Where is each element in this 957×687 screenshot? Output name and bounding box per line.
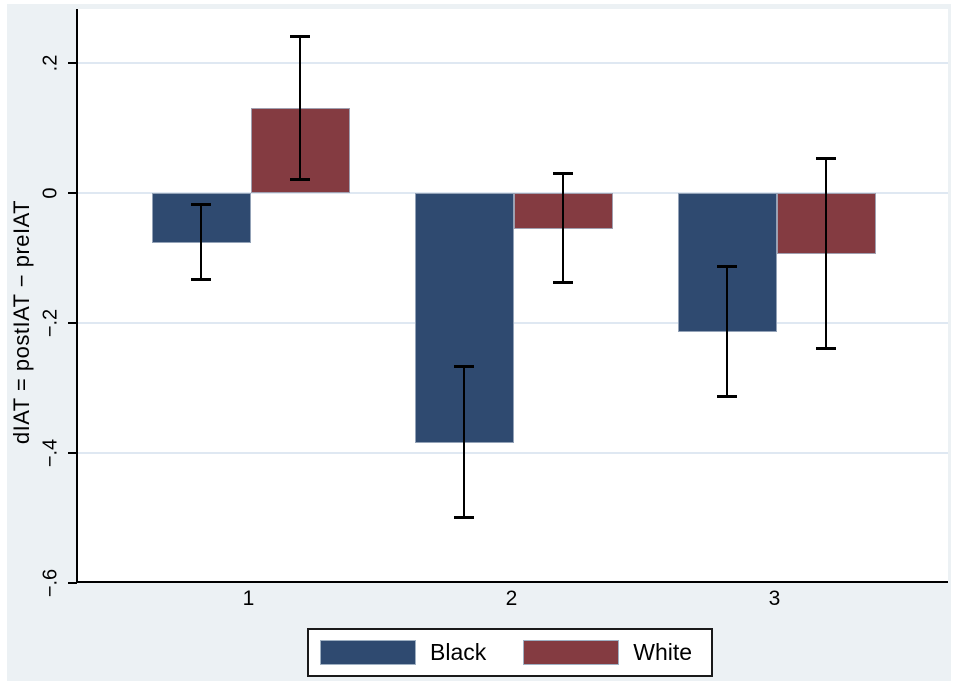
legend-item-white: White [523, 639, 692, 666]
y-axis-title-text: dIAT = postIAT − preIAT [9, 199, 34, 445]
x-tick-label: 3 [768, 587, 781, 610]
error-bar-black-group-2 [462, 366, 466, 519]
y-tick-label-text: .2 [39, 54, 62, 72]
y-tick-mark [68, 61, 77, 64]
y-tick-label-text: −.4 [39, 438, 62, 467]
legend: Black White [307, 628, 713, 677]
plot-area [76, 9, 948, 583]
error-bar-cap-bottom [454, 516, 474, 520]
legend-swatch-black [320, 640, 416, 665]
x-tick-label: 1 [242, 587, 255, 610]
error-bar-cap-bottom [290, 177, 310, 181]
legend-swatch-white [523, 640, 620, 665]
gridline [78, 451, 948, 454]
y-tick-mark [68, 321, 77, 324]
error-bar-cap-top [454, 365, 474, 369]
y-tick-label-text: −.2 [39, 308, 62, 337]
y-tick-mark [68, 581, 77, 584]
y-tick-mark [68, 191, 77, 194]
legend-item-black: Black [320, 639, 486, 666]
error-bar-cap-top [717, 264, 737, 268]
error-bar-black-group-1 [199, 203, 203, 280]
error-bar-cap-top [553, 172, 573, 176]
error-bar-white-group-1 [298, 36, 302, 180]
figure: dIAT = postIAT − preIAT Black White .2 0 −… [7, 4, 951, 681]
error-bar-white-group-3 [824, 158, 828, 349]
error-bar-cap-bottom [717, 394, 737, 398]
error-bar-cap-top [290, 35, 310, 39]
error-bar-cap-top [191, 202, 211, 206]
y-tick-label-text: 0 [39, 187, 62, 199]
error-bar-black-group-3 [725, 265, 729, 397]
error-bar-cap-top [816, 157, 836, 161]
y-tick-label-text: −.6 [39, 568, 62, 597]
error-bar-cap-bottom [553, 281, 573, 285]
y-tick-mark [68, 451, 77, 454]
legend-label-white: White [633, 639, 693, 665]
legend-label-black: Black [430, 639, 487, 665]
error-bar-cap-bottom [816, 346, 836, 350]
gridline [78, 61, 948, 64]
error-bar-white-group-2 [561, 173, 565, 284]
error-bar-cap-bottom [191, 277, 211, 281]
x-tick-label: 2 [505, 587, 518, 610]
